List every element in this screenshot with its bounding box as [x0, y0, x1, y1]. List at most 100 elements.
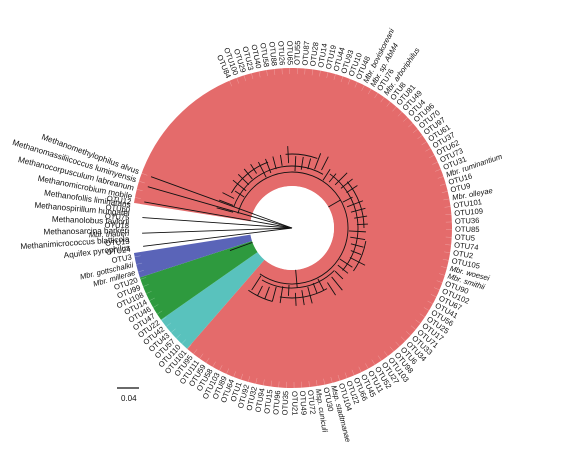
tree-branch: [342, 196, 353, 203]
tree-branch: [219, 199, 234, 206]
leaf-guide-line: [361, 83, 366, 91]
tree-branch: [230, 161, 269, 194]
leaf-guide-line: [136, 270, 144, 273]
leaf-guide-line: [130, 240, 139, 242]
leaf-guide-line: [258, 69, 261, 78]
leaf-guide-line: [347, 77, 352, 85]
tree-branch: [301, 290, 305, 306]
leaf-guide-line: [262, 379, 265, 388]
otu-leaf-label: OTU35: [280, 391, 290, 416]
leaf-guide-line: [174, 334, 181, 340]
tree-branch: [346, 185, 358, 193]
tree-branch: [327, 282, 336, 296]
tree-branch: [234, 190, 245, 198]
leaf-guide-line: [316, 380, 318, 389]
leaf-guide-line: [211, 361, 216, 369]
tree-branch: [328, 199, 341, 208]
otu-leaf-label: OTU3: [111, 252, 133, 265]
outgroup-branch: [147, 186, 293, 229]
leaf-guide-line: [132, 196, 141, 199]
tree-branch: [258, 161, 267, 178]
tree-branch: [294, 156, 297, 172]
otu-leaf-label: OTU13: [105, 237, 130, 248]
tree-branch: [340, 178, 353, 189]
tree-branch: [339, 258, 353, 268]
leaf-guide-line: [225, 368, 230, 376]
otu-leaf-label: OTU94: [253, 387, 266, 413]
leaf-guide-line: [430, 294, 439, 298]
leaf-guide-line: [443, 198, 452, 201]
tree-branch: [321, 156, 329, 171]
tree-branch: [331, 276, 343, 291]
leaf-guide-line: [131, 202, 140, 205]
otu-leaf-label: OTU49: [298, 390, 308, 415]
otu-leaf-label: OTU75: [105, 212, 130, 222]
tree-branch: [337, 264, 349, 274]
tree-branch: [307, 286, 313, 304]
outgroup-branch: [142, 217, 293, 229]
leaf-guide-line: [228, 78, 232, 87]
tree-branch: [354, 215, 368, 219]
otu-leaf-label: OTU101: [453, 197, 483, 210]
tree-branch: [257, 285, 263, 296]
leaf-guide-line: [389, 346, 396, 354]
leaf-guide-line: [340, 74, 344, 83]
methanosarcina-clade-sector: [133, 234, 253, 278]
outgroup-leaf-label: Methanosarcina barkeri: [43, 226, 129, 236]
leaf-guide-line: [384, 351, 390, 358]
leaf-guide-line: [130, 213, 139, 215]
leaf-guide-line: [243, 73, 246, 82]
leaf-guide-line: [218, 365, 223, 373]
tree-branch: [272, 156, 277, 170]
leaf-guide-line: [439, 183, 448, 186]
leaf-guide-line: [266, 68, 268, 76]
leaf-guide-line: [169, 328, 176, 335]
tree-branch: [328, 173, 337, 183]
leaf-guide-line: [159, 316, 167, 322]
otu-leaf-label: OTU74: [454, 240, 479, 252]
tree-branch: [271, 286, 277, 302]
leaf-guide-line: [374, 91, 379, 99]
leaf-guide-line: [134, 262, 143, 266]
leaf-guide-line: [132, 255, 141, 258]
tree-branch: [237, 171, 349, 285]
leaf-guide-line: [441, 266, 449, 269]
tree-branch: [350, 243, 364, 248]
leaf-guide-line: [423, 307, 431, 312]
leaf-guide-line: [281, 66, 283, 75]
leaf-guide-line: [139, 172, 148, 176]
leaf-guide-line: [433, 287, 442, 291]
scale-bar-label: 0.04: [121, 394, 137, 403]
leaf-guide-line: [134, 188, 143, 191]
tree-branch: [251, 275, 262, 291]
leaf-guide-line: [445, 213, 454, 215]
leaf-guide-line: [437, 175, 446, 179]
leaf-guide-line: [311, 67, 314, 76]
leaf-guide-line: [444, 251, 453, 254]
tree-branch: [350, 250, 362, 255]
leaf-guide-line: [403, 115, 410, 122]
methanomicrobia-clade-sector: [139, 240, 258, 320]
leaf-guide-line: [326, 70, 329, 78]
leaf-guide-line: [270, 380, 272, 389]
leaf-guide-line: [354, 80, 359, 88]
leaf-guide-line: [147, 297, 155, 302]
leaf-guide-line: [250, 71, 254, 80]
leaf-guide-line: [406, 331, 413, 337]
otu-leaf-label: OTU55: [293, 40, 303, 65]
tree-branch: [334, 172, 348, 186]
leaf-guide-line: [131, 248, 140, 250]
clade-color-sectors: [133, 68, 453, 389]
tree-branch: [314, 153, 322, 170]
leaf-guide-line: [432, 161, 440, 165]
tree-branch: [349, 257, 366, 266]
leaf-guide-line: [412, 127, 420, 133]
leaf-guide-line: [408, 121, 415, 128]
leaf-guide-line: [198, 353, 204, 361]
tree-branch: [295, 269, 298, 288]
otu-leaf-label: OTU88: [267, 41, 279, 66]
tree-branch: [287, 146, 290, 164]
tree-branch: [237, 173, 250, 186]
leaf-guide-line: [442, 259, 451, 261]
otu-leaf-label: OTU65: [285, 40, 294, 65]
